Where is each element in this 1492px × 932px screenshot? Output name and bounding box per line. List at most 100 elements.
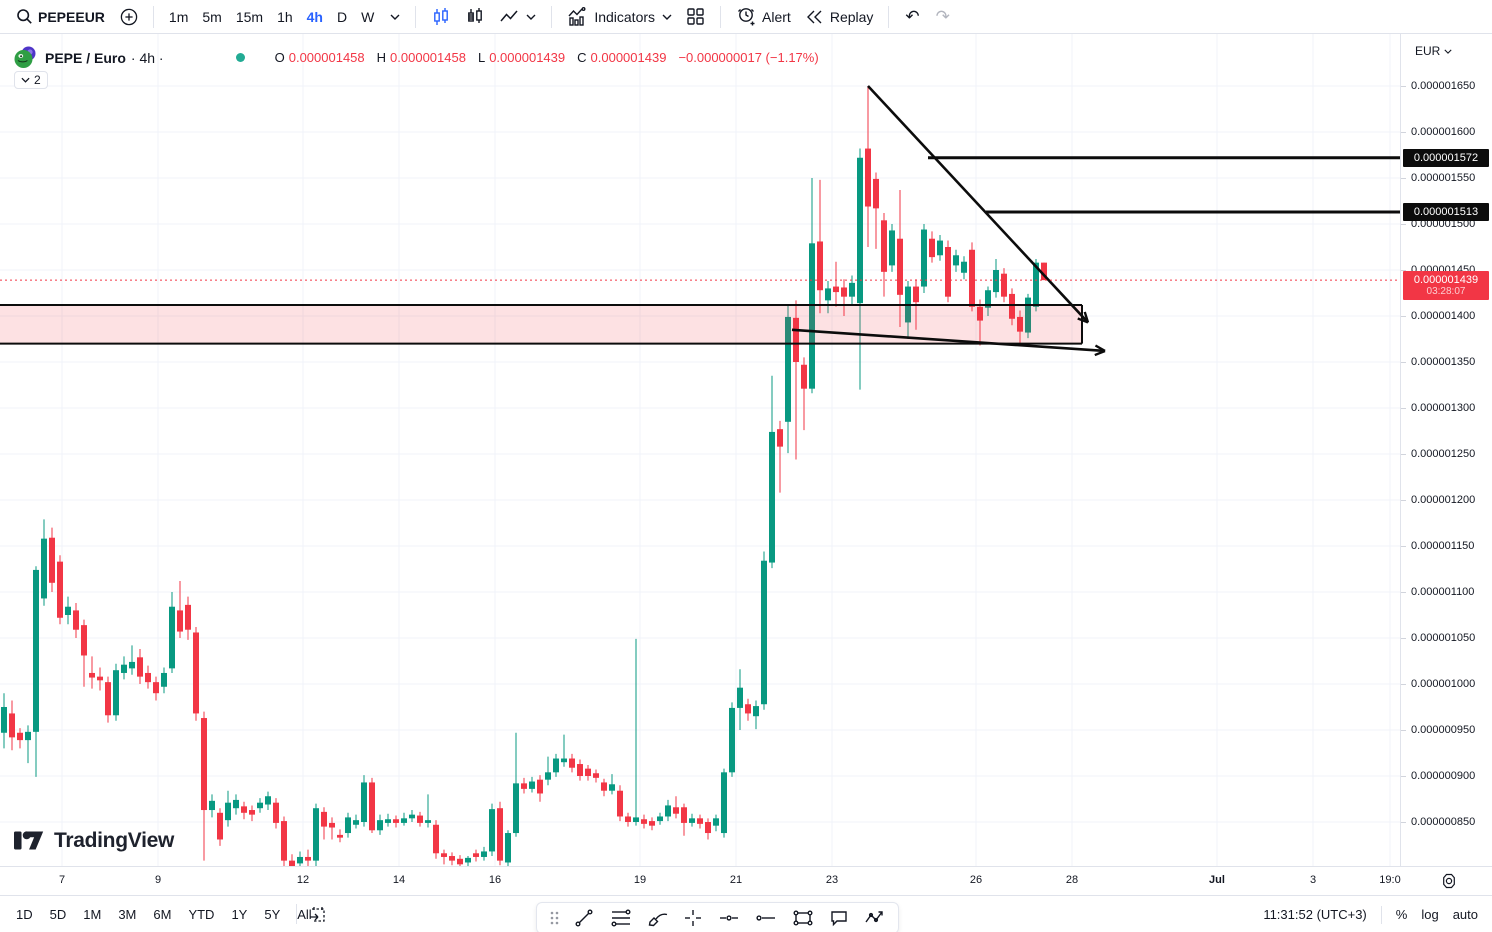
low-value: 0.000001439 — [489, 50, 566, 65]
horizontal-line-icon[interactable] — [718, 908, 740, 928]
range-button-All[interactable]: All — [297, 907, 312, 922]
trend-line[interactable] — [791, 328, 1106, 353]
symbol-search-button[interactable]: PEPEEUR — [12, 3, 113, 31]
candle-body — [49, 537, 55, 583]
currency-selector[interactable]: EUR — [1415, 44, 1452, 58]
candle-body — [633, 817, 639, 822]
candle-body — [81, 625, 87, 656]
goto-date-button[interactable] — [308, 904, 328, 924]
replay-button[interactable]: Replay — [798, 3, 881, 31]
brush-icon[interactable] — [646, 908, 668, 928]
range-button-3M[interactable]: 3M — [118, 907, 137, 922]
chart-type-line-button[interactable] — [492, 3, 543, 31]
auto-scale-toggle[interactable]: auto — [1452, 907, 1478, 922]
candle-body — [833, 286, 839, 293]
interval-button-4h[interactable]: 4h — [306, 8, 323, 25]
line-chart-icon — [499, 8, 519, 26]
interval-button-1h[interactable]: 1h — [277, 8, 293, 25]
candle-body — [689, 818, 695, 823]
time-axis[interactable]: 7 9 12 14 16 19 21 23 26 28 Jul 3 19:0 — [0, 866, 1492, 895]
range-button-YTD[interactable]: YTD — [188, 907, 215, 922]
chart-pane[interactable] — [0, 0, 1400, 895]
range-button-1M[interactable]: 1M — [83, 907, 102, 922]
price-tick-mark — [1401, 270, 1406, 271]
drag-handle[interactable] — [549, 910, 559, 926]
legend-collapse-button[interactable]: 2 — [14, 71, 48, 89]
candle-body — [809, 243, 815, 389]
candle-body — [857, 157, 863, 304]
interval-button-W[interactable]: W — [361, 8, 375, 25]
last-price-value: 0.000001439 — [1413, 273, 1479, 286]
candle-body — [497, 808, 503, 861]
grid-layout-icon — [686, 7, 705, 26]
candle-body — [9, 713, 15, 738]
candle-body — [801, 364, 807, 389]
candle-body — [217, 812, 223, 840]
chart-type-hollow-candles-button[interactable] — [458, 3, 492, 31]
alert-button[interactable]: Alert — [729, 3, 798, 31]
candle-body — [713, 818, 719, 826]
candle-body — [969, 249, 975, 307]
percent-scale-toggle[interactable]: % — [1395, 907, 1408, 922]
interval-buttons: 1m 5m 15m 1h 4h D W — [162, 4, 381, 30]
candle-body — [737, 687, 743, 708]
candle-body — [585, 768, 591, 776]
candle-body — [33, 569, 39, 732]
candle-body — [465, 857, 471, 863]
horizontal-ray-icon[interactable] — [755, 908, 777, 928]
candle-body — [73, 610, 79, 630]
candle-body — [665, 805, 671, 817]
interval-button-5m[interactable]: 5m — [202, 8, 222, 25]
log-scale-toggle[interactable]: log — [1421, 907, 1439, 922]
interval-button-15m[interactable]: 15m — [235, 8, 264, 25]
candle-body — [201, 718, 207, 811]
candle-body — [257, 802, 263, 809]
indicators-button[interactable]: Indicators — [560, 3, 679, 31]
candle-body — [553, 758, 559, 773]
chevron-down-icon — [1444, 49, 1452, 54]
candle-body — [889, 230, 895, 266]
time-tick-label: 19:0 — [1379, 874, 1401, 886]
high-label: H — [376, 50, 387, 65]
candle-body — [1041, 262, 1047, 281]
indicators-icon — [567, 6, 589, 27]
price-tick-mark — [1401, 776, 1406, 777]
candle-body — [17, 732, 23, 741]
search-icon — [16, 8, 33, 25]
rectangle-icon[interactable] — [792, 908, 814, 928]
clock-readout[interactable]: 11:31:52 (UTC+3) — [1263, 907, 1367, 922]
range-button-6M[interactable]: 6M — [153, 907, 172, 922]
redo-button[interactable]: ↷ — [928, 8, 958, 25]
price-axis[interactable]: EUR 0.000001650 0.000001600 0.000001550 0.0… — [1400, 34, 1492, 866]
interval-button-D[interactable]: D — [336, 8, 348, 25]
candle-body — [281, 821, 287, 861]
range-button-5Y[interactable]: 5Y — [264, 907, 281, 922]
open-value: 0.000001458 — [288, 50, 365, 65]
candle-body — [649, 821, 655, 826]
undo-button[interactable]: ↶ — [897, 8, 927, 25]
crosshair-icon[interactable] — [683, 908, 703, 928]
candle-body — [881, 220, 887, 272]
xabcd-pattern-icon[interactable] — [864, 908, 886, 928]
gear-icon[interactable] — [1440, 872, 1458, 890]
range-button-5D[interactable]: 5D — [49, 907, 67, 922]
symbol-title[interactable]: PEPE / Euro — [45, 49, 126, 66]
candle-body — [1, 707, 7, 733]
interval-menu-button[interactable] — [381, 3, 407, 31]
range-button-1D[interactable]: 1D — [16, 907, 33, 922]
interval-button-1m[interactable]: 1m — [168, 8, 189, 25]
chart-type-candles-button[interactable] — [424, 3, 458, 31]
trend-line-icon[interactable] — [574, 908, 594, 928]
compare-add-button[interactable] — [113, 3, 145, 31]
close-label: C — [577, 50, 587, 65]
candle-body — [177, 610, 183, 632]
price-tick-mark — [1401, 592, 1406, 593]
range-button-1Y[interactable]: 1Y — [231, 907, 248, 922]
fib-retracement-icon[interactable] — [609, 908, 631, 928]
layout-grid-button[interactable] — [679, 3, 712, 31]
candle-body — [225, 802, 231, 821]
candle-body — [705, 822, 711, 834]
text-note-icon[interactable] — [829, 908, 849, 928]
trend-line[interactable] — [867, 85, 1089, 324]
